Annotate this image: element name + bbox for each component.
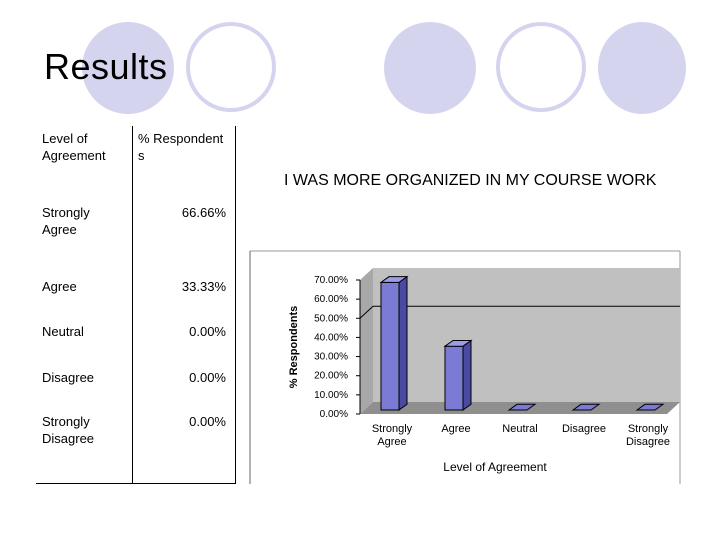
bar [507,403,537,411]
bar-top [379,276,409,283]
y-tick-label: 40.00% [314,332,348,343]
chart-axes: 0.00% 10.00% 20.00% 30.00% 40.00% 50.00% 60.00… [288,275,670,474]
table-row-level: Strongly Agree [42,205,90,237]
results-table: Level of Agreement % Respondents Strongl… [36,126,236,484]
table-row-level: Strongly Disagree [42,414,95,446]
y-tick-label: 0.00% [320,409,348,420]
y-axis-label: % Respondents [288,306,300,389]
x-tick-label: Neutral [502,423,537,435]
bar [635,403,665,411]
y-tick-label: 50.00% [314,313,348,324]
chart-title: I WAS MORE ORGANIZED IN MY COURSE WORK [284,172,657,189]
y-tick-label: 30.00% [314,352,348,363]
x-tick-label: Strongly Agree [372,423,413,448]
y-tick-label: 60.00% [314,294,348,305]
table-border-bottom [36,483,236,484]
x-tick-label: Agree [441,423,470,435]
bar [571,403,601,411]
table-row-percent: 33.33% [181,279,226,294]
decor-ring-2 [496,22,586,112]
chart-plot [359,268,680,414]
y-tick-label: 20.00% [314,371,348,382]
table-row-percent: 0.00% [189,414,226,429]
decor-circle-1 [82,22,174,114]
bar [379,275,409,411]
table-divider-vertical [132,126,133,484]
table-row-percent: 0.00% [189,370,226,385]
bar-side [398,275,408,411]
bar-top [571,403,601,411]
table-row-level: Disagree [42,370,95,385]
decor-ring-1 [186,22,276,112]
bar-front [444,345,464,411]
decor-circle-3 [598,22,686,114]
table-header-percent: % Respondents [138,131,224,163]
y-tick-label: 10.00% [314,390,348,401]
bar-side [462,339,472,411]
x-tick-label: Strongly Disagree [626,423,670,448]
table-row-level: Agree [42,279,77,294]
plot-side-wall [360,268,373,414]
chart-bars [379,275,665,411]
bar [443,339,473,411]
bar-top [443,339,473,347]
table-border-right [235,126,236,484]
gridline [359,305,374,319]
table-header-level: Level of Agreement [42,131,106,163]
y-tick-label: 70.00% [314,275,348,286]
bar-front [380,281,400,411]
table-row-percent: 66.66% [181,205,226,220]
x-tick-label: Disagree [562,423,606,435]
plot-back-wall [373,268,680,402]
bar-top [635,403,665,411]
x-axis-label: Level of Agreement [443,460,547,474]
table-row-percent: 0.00% [189,324,226,339]
table-row-level: Neutral [42,324,84,339]
slide-title: Results [44,46,168,87]
decor-circle-2 [384,22,476,114]
bar-top [507,403,537,411]
